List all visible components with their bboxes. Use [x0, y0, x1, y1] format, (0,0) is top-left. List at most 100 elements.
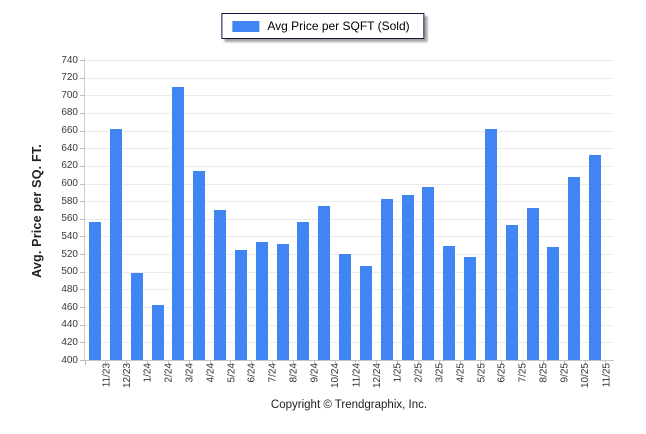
gridline: [85, 183, 613, 185]
bar-5/24[interactable]: [214, 210, 226, 360]
x-tick-label-text: 1/24: [142, 363, 154, 383]
bar-11/23[interactable]: [89, 222, 101, 360]
x-tick-label-text: 8/25: [538, 363, 550, 383]
y-tick-mark: [80, 148, 84, 150]
x-tick-mark: [355, 361, 357, 365]
bar-1/24[interactable]: [130, 272, 143, 360]
gridline: [85, 60, 613, 61]
x-tick-label-text: 9/25: [559, 363, 571, 383]
y-tick-mark: [80, 130, 84, 132]
x-tick-mark: [147, 361, 148, 365]
bar-2/25[interactable]: [401, 195, 414, 360]
gridline: [85, 236, 613, 238]
plot-area: [85, 52, 613, 360]
x-tick-mark: [459, 361, 461, 365]
copyright-text: Copyright © Trendgraphix, Inc.: [270, 399, 428, 411]
y-tick-label: 700: [61, 89, 78, 101]
y-tick-label: 460: [61, 301, 78, 313]
x-tick-label-text: 7/24: [267, 363, 279, 383]
bar-9/25[interactable]: [547, 247, 560, 360]
y-tick-label: 580: [61, 195, 78, 207]
bar-6/24[interactable]: [234, 249, 247, 360]
y-tick-mark: [80, 324, 84, 326]
legend-swatch-icon: [232, 20, 260, 32]
bar-5/25[interactable]: [464, 256, 476, 360]
y-tick-label: 560: [61, 213, 78, 225]
bar-4/25[interactable]: [443, 246, 456, 360]
x-tick-label-text: 11/23: [101, 363, 112, 388]
bar-9/24[interactable]: [297, 222, 310, 360]
x-tick-label-text: 8/24: [288, 363, 300, 383]
bar-6/25[interactable]: [484, 128, 497, 360]
bar-12/23[interactable]: [109, 128, 122, 360]
x-tick-mark: [542, 361, 544, 365]
x-tick-label-text: 11/24: [351, 363, 362, 388]
y-tick-mark: [80, 271, 84, 273]
bar-10/25[interactable]: [568, 177, 581, 360]
bar-1/25[interactable]: [380, 198, 393, 360]
bar-7/24[interactable]: [255, 241, 268, 360]
x-tick-label-text: 9/24: [309, 363, 321, 383]
bar-8/25[interactable]: [526, 208, 539, 360]
gridline: [85, 112, 613, 114]
y-tick-label: 420: [61, 336, 78, 348]
legend: Avg Price per SQFT (Sold): [221, 13, 425, 39]
x-tick-label-text: 12/23: [121, 363, 133, 389]
x-tick-mark: [584, 361, 586, 365]
x-tick-label-text: 2/25: [413, 363, 425, 383]
x-tick-label-text: 5/24: [226, 363, 237, 383]
x-tick-label-text: 1/25: [392, 363, 404, 383]
y-tick-label: 620: [61, 160, 78, 172]
x-tick-mark: [272, 361, 273, 365]
x-tick-mark: [605, 361, 607, 365]
x-tick-label-text: 3/24: [184, 363, 196, 383]
y-tick-mark: [80, 112, 84, 114]
x-tick-mark: [188, 361, 190, 365]
x-tick-mark: [563, 361, 565, 365]
y-tick-mark: [80, 254, 84, 256]
y-axis-line: [84, 58, 85, 361]
bar-11/24[interactable]: [339, 254, 351, 360]
x-tick-label-text: 4/24: [205, 363, 217, 383]
x-tick-mark: [126, 361, 128, 365]
bar-10/24[interactable]: [318, 206, 331, 360]
x-tick-mark: [480, 361, 482, 365]
y-tick-label: 480: [61, 283, 78, 295]
x-tick-mark: [376, 361, 378, 365]
gridline: [85, 218, 613, 220]
gridline: [85, 77, 613, 79]
bar-3/25[interactable]: [422, 187, 435, 360]
bar-2/24[interactable]: [151, 305, 164, 360]
y-tick-mark: [80, 307, 84, 309]
y-tick-mark: [80, 183, 84, 185]
x-tick-label-text: 12/24: [371, 363, 383, 389]
y-tick-mark: [80, 360, 84, 361]
x-tick-mark: [105, 361, 107, 365]
y-tick-mark: [80, 236, 84, 238]
bar-4/24[interactable]: [193, 171, 206, 360]
x-tick-mark: [84, 361, 86, 365]
y-tick-mark: [80, 342, 84, 344]
x-tick-label-text: 6/24: [246, 363, 258, 383]
x-tick-mark: [522, 361, 523, 365]
x-tick-label-text: 4/25: [455, 363, 467, 383]
y-tick-label: 440: [61, 319, 78, 331]
x-tick-label-text: 3/25: [434, 363, 446, 383]
y-tick-label: 640: [61, 142, 78, 154]
x-tick-mark: [334, 361, 336, 365]
y-tick-label: 520: [61, 248, 78, 260]
x-tick-label-text: 5/25: [476, 363, 487, 383]
bar-11/25[interactable]: [589, 155, 601, 360]
y-tick-label: 680: [61, 107, 78, 119]
x-tick-mark: [292, 361, 294, 365]
x-tick-label-text: 10/25: [580, 363, 592, 389]
bar-3/24[interactable]: [172, 87, 185, 360]
x-tick-label-text: 2/24: [163, 363, 175, 383]
bar-7/25[interactable]: [505, 225, 518, 360]
bar-8/24[interactable]: [276, 244, 289, 360]
bar-12/24[interactable]: [359, 265, 372, 360]
x-tick-mark: [251, 361, 253, 365]
x-tick-mark: [438, 361, 440, 365]
y-tick-label: 540: [61, 230, 78, 242]
y-tick-label: 400: [61, 354, 78, 366]
